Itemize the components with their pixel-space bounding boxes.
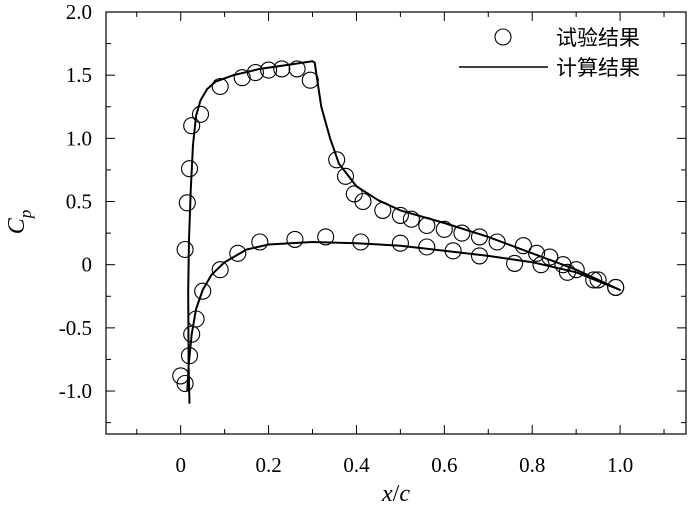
experiment-point xyxy=(288,60,306,78)
experiment-point xyxy=(336,167,355,185)
x-axis-title: x/c xyxy=(381,481,410,507)
y-axis-title-main: C xyxy=(4,217,30,234)
experiment-point xyxy=(506,254,524,272)
experiment-point xyxy=(191,105,210,123)
x-tick-label: 0.4 xyxy=(343,453,370,477)
experiment-point xyxy=(488,233,506,251)
experiment-point xyxy=(180,160,199,178)
y-tick-label: -1.0 xyxy=(59,379,92,403)
experiment-point xyxy=(374,201,392,219)
experiment-point xyxy=(554,256,572,274)
experiment-point xyxy=(541,248,559,266)
y-tick-label: 1.0 xyxy=(66,126,92,150)
experiment-point xyxy=(183,117,201,135)
y-tick-label: -0.5 xyxy=(59,316,92,340)
y-tick-label: 0 xyxy=(82,253,93,277)
data-series xyxy=(172,60,625,404)
experiment-point xyxy=(301,71,319,89)
experiment-point xyxy=(246,64,264,82)
experiment-point xyxy=(180,347,199,365)
experiment-point xyxy=(211,261,229,279)
experiment-point xyxy=(402,210,420,228)
y-tick-label: 2.0 xyxy=(66,0,92,24)
experiment-point xyxy=(528,244,546,262)
experiment-point xyxy=(435,220,453,238)
experiment-point xyxy=(317,228,335,246)
y-tick-label: 1.5 xyxy=(66,63,92,87)
experiment-point xyxy=(328,151,346,169)
experiment-point xyxy=(470,228,489,246)
experiment-point xyxy=(176,240,194,259)
experiment-point xyxy=(352,233,370,251)
experiment-point xyxy=(233,69,251,87)
experiment-point xyxy=(354,192,372,211)
x-tick-label: 0.6 xyxy=(431,453,457,477)
y-tick-label: 0.5 xyxy=(66,190,92,214)
experiment-point xyxy=(391,234,409,252)
experiment-point xyxy=(211,77,229,96)
experiment-point xyxy=(585,271,603,289)
experiment-point xyxy=(567,261,585,279)
experiment-point xyxy=(418,238,436,256)
experiment-point xyxy=(418,216,436,235)
experiment-point xyxy=(589,271,607,289)
legend: 试验结果 计算结果 xyxy=(459,26,640,80)
experiment-point xyxy=(607,278,625,296)
experiment-point xyxy=(229,244,247,262)
experiment-point xyxy=(187,310,205,328)
experiment-point xyxy=(273,60,291,78)
tick-marks xyxy=(106,11,686,434)
tick-labels: 0 0.2 0.4 0.6 0.8 1.0 2.0 1.5 1.0 0.5 0 -0.5 -1.0 xyxy=(59,0,633,477)
legend-label-experiment: 试验结果 xyxy=(556,26,640,50)
y-axis-title: Cp xyxy=(4,210,35,235)
x-tick-label: 0.2 xyxy=(255,453,281,477)
x-tick-label: 0 xyxy=(175,453,186,477)
experiment-point xyxy=(514,237,532,255)
experiment-point xyxy=(260,61,278,79)
x-axis-title-sub: c xyxy=(399,481,410,507)
experiment-point xyxy=(453,224,471,242)
experiment-point xyxy=(391,206,409,224)
computed-curve xyxy=(186,60,622,404)
x-axis-title-main: x xyxy=(381,481,393,507)
y-axis-title-sub: p xyxy=(16,210,35,220)
x-tick-label: 1.0 xyxy=(607,453,633,477)
experiment-point xyxy=(286,230,304,248)
experiment-point xyxy=(194,282,212,300)
x-tick-label: 0.8 xyxy=(519,453,545,477)
x-axis-title-slash: / xyxy=(393,481,400,507)
experiment-point xyxy=(444,242,462,260)
experiment-point xyxy=(176,374,194,393)
experiment-point xyxy=(178,194,196,212)
legend-marker-circle xyxy=(494,28,512,46)
experiment-point xyxy=(251,233,269,251)
legend-label-computation: 计算结果 xyxy=(556,56,640,80)
experiment-point xyxy=(470,247,489,265)
plot-frame xyxy=(105,11,687,435)
